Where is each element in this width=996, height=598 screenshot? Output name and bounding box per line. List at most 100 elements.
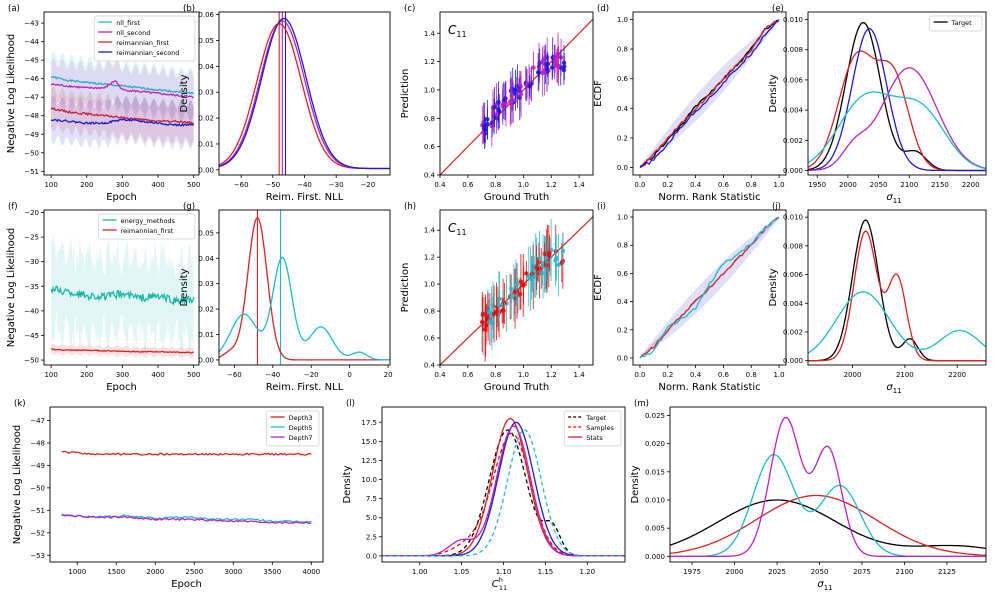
- x-tick-label: 500: [187, 371, 200, 379]
- data-point: [547, 250, 552, 256]
- y-tick-label: −47: [30, 417, 45, 425]
- panel-label: (c): [404, 4, 415, 14]
- series-line-magenta: [808, 67, 986, 171]
- plot-area: [382, 417, 625, 557]
- y-tick-label: 0.06: [198, 11, 214, 19]
- plot-frame: [439, 209, 594, 366]
- x-tick-label: 0.8: [746, 181, 757, 189]
- x-tick-label: 3000: [224, 568, 242, 576]
- data-point: [513, 88, 518, 93]
- y-tick-label: 0.03: [198, 89, 214, 97]
- y-tick-label: −49: [24, 131, 39, 139]
- plot-frame: [669, 406, 987, 563]
- series-line-red: [639, 18, 780, 169]
- y-tick-label: 0.010: [783, 214, 803, 222]
- y-tick-label: 0.8: [617, 46, 628, 54]
- x-axis-label: Epoch: [171, 579, 202, 590]
- x-tick-label: 1950: [808, 181, 826, 189]
- y-tick-label: −50: [24, 357, 39, 365]
- data-point: [482, 123, 487, 129]
- y-tick-label: 0.020: [645, 440, 665, 448]
- y-axis-label: Negative Log Likelihood: [6, 228, 17, 348]
- y-tick-label: −44: [24, 38, 39, 46]
- data-point: [492, 104, 497, 110]
- series-band: [51, 95, 194, 151]
- x-tick-label: 0.2: [662, 181, 673, 189]
- y-tick-label: 0.05: [198, 37, 214, 45]
- data-point: [540, 270, 545, 276]
- x-tick-label: 3500: [263, 568, 281, 576]
- y-tick-label: 0.4: [424, 362, 436, 370]
- plot-area: [808, 21, 986, 172]
- data-point: [483, 127, 488, 132]
- x-tick-label: 1500: [107, 568, 125, 576]
- series-line-red: [639, 216, 780, 359]
- y-tick-label: 1.2: [424, 254, 435, 262]
- data-point: [556, 63, 561, 69]
- series-line-Depth3: [61, 450, 312, 456]
- y-tick-label: −51: [30, 507, 45, 515]
- series-line-cyan: [808, 91, 986, 170]
- x-tick-label: 0.4: [434, 371, 446, 379]
- x-tick-label: 2050: [870, 181, 888, 189]
- y-axis-label: Density: [630, 465, 641, 503]
- x-axis-label: Epoch: [106, 192, 137, 203]
- x-tick-label: 1000: [68, 568, 86, 576]
- x-tick-label: 0.4: [690, 181, 702, 189]
- plot-area: [670, 416, 986, 558]
- y-tick-label: 0.4: [617, 298, 629, 306]
- plot-area: [639, 216, 780, 359]
- panel-m: 1975 2000 2025 2050 2075 2100 2125 0.000 0.005 0.…: [630, 399, 987, 592]
- x-tick-label: 0.0: [634, 371, 645, 379]
- x-tick-label: 1975: [683, 568, 701, 576]
- legend: Depth3 Depth5 Depth7: [266, 410, 320, 447]
- x-tick-label: 2100: [896, 371, 914, 379]
- x-tick-label: 1.20: [579, 568, 595, 576]
- data-point: [518, 92, 524, 97]
- y-tick-label: 0.025: [645, 412, 665, 420]
- data-point: [512, 289, 518, 295]
- plot-frame: [381, 406, 626, 563]
- x-tick-label: 2200: [962, 181, 980, 189]
- panel-label: (b): [183, 4, 195, 14]
- y-tick-label: 0.008: [783, 46, 803, 54]
- x-tick-label: 2000: [726, 568, 744, 576]
- y-tick-label: −43: [24, 20, 39, 28]
- plot-area: [440, 215, 593, 365]
- plot-area: [639, 18, 780, 169]
- panel-label: (h): [404, 202, 416, 212]
- panel-h: 0.4 0.6 0.8 1.0 1.2 1.4 0.4 0.6 0.8 1.0 1.2 1.4 C11 (…: [400, 202, 594, 393]
- x-tick-label: 0.4: [690, 371, 702, 379]
- x-tick-label: 1.10: [496, 568, 512, 576]
- y-tick-label: 0.010: [645, 497, 665, 505]
- data-point: [537, 256, 542, 261]
- x-tick-label: −60: [234, 181, 249, 189]
- y-tick-label: 1.0: [424, 86, 435, 94]
- y-tick-label: −52: [30, 529, 45, 537]
- x-tick-label: 2200: [948, 371, 966, 379]
- x-tick-label: 100: [44, 181, 57, 189]
- y-tick-label: 0.0: [617, 354, 628, 362]
- legend-entry: reimannian_second: [116, 49, 179, 57]
- y-tick-label: 10.0: [361, 476, 377, 484]
- data-point: [503, 101, 509, 106]
- x-tick-label: 0: [347, 371, 351, 379]
- data-point: [521, 283, 526, 288]
- data-point: [501, 308, 506, 313]
- data-point: [540, 58, 545, 64]
- panel-l: 1.00 1.05 1.10 1.15 1.20 0.0 2.5 5.0 7.5 10.0 12.5…: [342, 399, 626, 592]
- series-line-energy_methods: [50, 285, 195, 306]
- y-tick-label: −50: [24, 149, 39, 157]
- y-tick-label: 0.2: [617, 134, 628, 142]
- plot-frame: [632, 209, 787, 366]
- series-line-red: [808, 230, 986, 362]
- series-line-blue: [219, 17, 390, 170]
- data-point: [562, 64, 567, 69]
- y-tick-label: −46: [24, 75, 39, 83]
- y-tick-label: 0.008: [783, 242, 803, 250]
- y-tick-label: 17.5: [361, 419, 377, 427]
- y-tick-label: 1.0: [617, 214, 628, 222]
- y-tick-label: −48: [30, 439, 45, 447]
- plot-area: [219, 210, 390, 365]
- series-line-cyan: [219, 256, 390, 361]
